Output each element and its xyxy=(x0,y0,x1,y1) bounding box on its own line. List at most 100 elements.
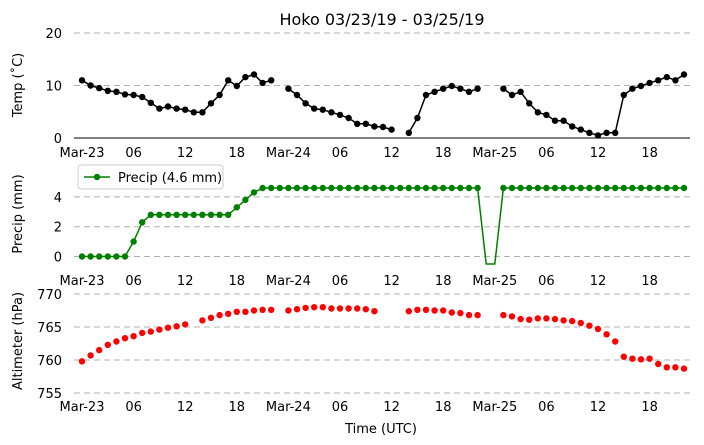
x-tick-label: Mar-24 xyxy=(266,274,311,289)
x-tick-label: 06 xyxy=(332,400,349,415)
data-point xyxy=(629,184,636,192)
data-point xyxy=(672,77,679,84)
data-point xyxy=(113,88,120,96)
data-point xyxy=(121,253,129,260)
data-point xyxy=(414,306,421,313)
data-point xyxy=(147,211,154,218)
data-point xyxy=(440,85,447,92)
data-point xyxy=(259,306,266,313)
data-point xyxy=(543,315,550,322)
data-point xyxy=(465,184,473,192)
data-point xyxy=(457,184,464,192)
data-point xyxy=(586,322,593,329)
x-tick-label: 06 xyxy=(538,274,555,289)
data-point xyxy=(78,358,86,365)
series-line xyxy=(82,187,684,265)
data-point xyxy=(440,184,447,192)
data-point xyxy=(104,253,112,260)
data-point xyxy=(508,313,516,320)
data-point xyxy=(96,253,103,260)
data-point xyxy=(345,184,352,192)
y-tick-label: 765 xyxy=(37,321,62,336)
x-tick-label: 18 xyxy=(435,400,452,415)
data-point xyxy=(156,105,163,112)
data-point xyxy=(164,324,172,331)
data-point xyxy=(311,184,318,192)
data-point xyxy=(302,304,309,312)
y-axis-label: Temp (˚C) xyxy=(10,53,26,119)
data-point xyxy=(534,315,541,322)
data-point xyxy=(336,111,344,119)
x-tick-label: Mar-25 xyxy=(472,274,517,289)
data-point xyxy=(465,311,473,319)
data-point xyxy=(371,123,378,130)
data-point xyxy=(474,311,481,319)
data-point xyxy=(147,328,154,335)
data-point xyxy=(620,184,627,192)
data-point xyxy=(629,355,636,362)
x-tick-label: 12 xyxy=(590,400,607,415)
data-point xyxy=(233,82,240,90)
data-point xyxy=(500,311,507,319)
data-point xyxy=(560,117,567,124)
data-point xyxy=(182,106,189,113)
data-point xyxy=(431,88,438,96)
data-point xyxy=(620,91,627,99)
x-tick-label: 12 xyxy=(590,274,607,289)
data-point xyxy=(577,319,584,327)
data-point xyxy=(440,307,447,314)
data-point xyxy=(534,184,541,192)
data-point xyxy=(225,310,232,317)
data-point xyxy=(457,309,464,317)
x-tick-label: Mar-25 xyxy=(472,400,517,415)
data-point xyxy=(655,184,662,192)
data-point xyxy=(586,184,593,192)
data-point xyxy=(164,211,172,218)
x-tick-label: Mar-23 xyxy=(60,146,105,161)
data-point xyxy=(173,323,180,330)
data-point xyxy=(526,100,533,107)
data-point xyxy=(328,184,335,192)
x-tick-label: 18 xyxy=(435,274,452,289)
data-point xyxy=(199,109,206,116)
x-tick-label: Mar-25 xyxy=(472,146,517,161)
data-point xyxy=(680,71,688,78)
x-tick-label: 06 xyxy=(125,400,142,415)
data-point xyxy=(431,184,438,192)
data-point xyxy=(560,184,567,192)
data-point xyxy=(242,196,249,204)
data-point xyxy=(534,109,541,116)
data-point xyxy=(379,123,387,131)
data-point xyxy=(362,120,369,128)
data-point xyxy=(646,184,653,192)
data-point xyxy=(405,308,412,315)
data-point xyxy=(526,184,533,192)
data-point xyxy=(603,331,610,338)
data-point xyxy=(285,85,292,92)
data-point xyxy=(543,184,550,192)
data-point xyxy=(113,338,120,345)
data-point xyxy=(672,364,679,371)
data-point xyxy=(173,105,180,112)
data-point xyxy=(594,325,602,333)
data-point xyxy=(414,114,421,122)
x-tick-label: Mar-24 xyxy=(266,146,311,161)
data-point xyxy=(250,71,258,78)
data-point xyxy=(569,184,576,192)
data-point xyxy=(121,91,129,98)
data-point xyxy=(130,91,137,99)
panel-1: 0 10 20 Temp (˚C) Mar-23 06 12 18 Mar-24 06 12 18 Ma… xyxy=(10,27,692,161)
data-point xyxy=(216,211,223,218)
legend-marker xyxy=(93,173,101,181)
data-point xyxy=(362,184,369,192)
data-point xyxy=(311,304,318,311)
data-point xyxy=(594,132,602,139)
y-tick-label: 4 xyxy=(54,191,62,206)
data-point xyxy=(319,304,326,311)
data-point xyxy=(551,315,559,323)
data-point xyxy=(543,111,550,119)
data-point xyxy=(156,326,163,333)
data-point xyxy=(680,184,688,192)
